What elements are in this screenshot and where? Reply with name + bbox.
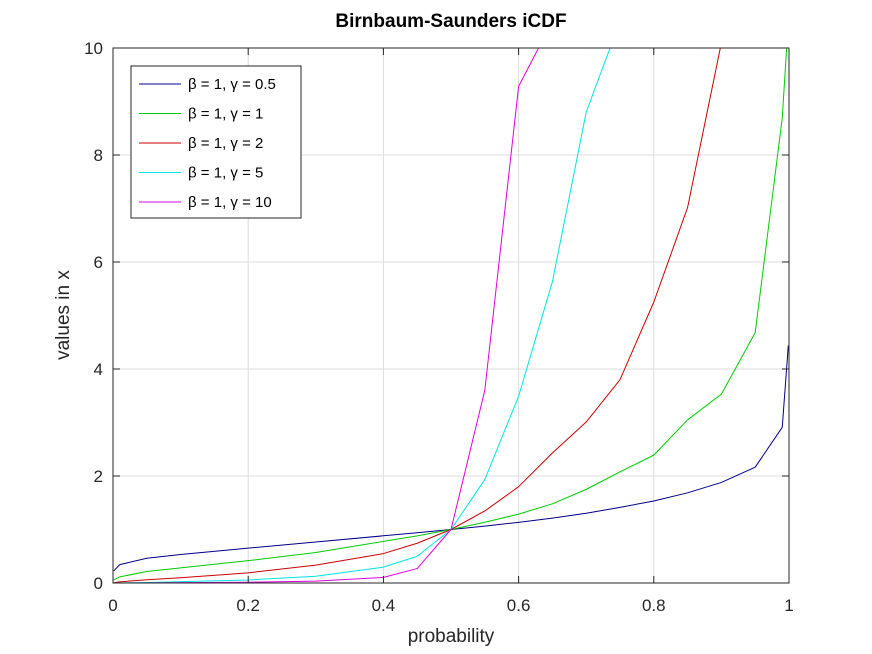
- legend-label-4: β = 1, γ = 5: [188, 165, 263, 182]
- x-tick-label: 0.6: [507, 596, 531, 615]
- legend-label-2: β = 1, γ = 1: [188, 106, 263, 123]
- legend-label-3: β = 1, γ = 2: [188, 135, 263, 152]
- x-tick-label: 1: [784, 596, 793, 615]
- x-tick-label: 0.2: [236, 596, 260, 615]
- y-tick-label: 6: [94, 253, 103, 272]
- series-line-4: [113, 48, 611, 583]
- x-tick-label: 0.8: [642, 596, 666, 615]
- series-line-3: [113, 48, 721, 583]
- ticks: [112, 47, 790, 584]
- y-tick-label: 4: [94, 360, 103, 379]
- legend: β = 1, γ = 0.5 β = 1, γ = 1 β = 1, γ = 2 β …: [130, 65, 302, 219]
- y-axis-label: values in x: [53, 270, 74, 360]
- y-tick-label: 0: [94, 574, 103, 593]
- legend-label-5: β = 1, γ = 10: [188, 194, 272, 211]
- legend-box: [130, 65, 302, 219]
- x-tick-label: 0: [108, 596, 117, 615]
- y-tick-label: 10: [84, 39, 103, 58]
- chart-title: Birnbaum-Saunders iCDF: [335, 11, 566, 32]
- grid: [112, 47, 790, 584]
- x-axis-label: probability: [408, 626, 495, 647]
- legend-label-1: β = 1, γ = 0.5: [188, 76, 276, 93]
- x-tick-label: 0.4: [372, 596, 396, 615]
- series-line-2: [113, 48, 788, 581]
- y-tick-label: 8: [94, 146, 103, 165]
- plot-frame: [112, 47, 790, 584]
- y-tick-label: 2: [94, 467, 103, 486]
- series-line-1: [113, 345, 789, 572]
